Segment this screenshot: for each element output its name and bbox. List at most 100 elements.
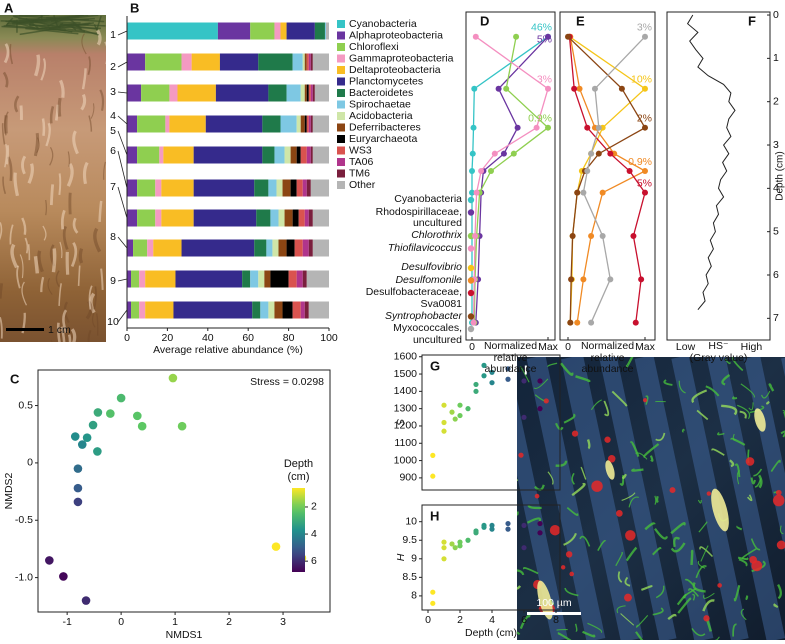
row-connector: [117, 278, 128, 282]
micro-filament: [652, 607, 664, 616]
micro-filament: [745, 595, 749, 600]
panel-frame: [666, 11, 771, 341]
micro-filament: [563, 413, 576, 424]
panel-frame: [465, 11, 556, 341]
legend-swatch: [337, 169, 345, 178]
row-label: 7: [110, 181, 116, 193]
bar-segment: [127, 22, 218, 40]
photo-streak: [57, 97, 62, 117]
micro-filament: [777, 584, 782, 600]
micro-filament: [645, 395, 649, 405]
bar-segment: [127, 115, 138, 133]
scatter-point: [505, 376, 511, 382]
micro-filament: [768, 383, 775, 392]
y-tick-label: 7: [773, 312, 779, 324]
bar-segment: [191, 53, 220, 71]
x-tick-label: 0: [565, 341, 571, 353]
panel-label: G: [430, 358, 440, 373]
panel-label: H: [430, 508, 439, 523]
micro-filament: [780, 430, 785, 438]
bar-segment: [155, 209, 162, 227]
bar-segment: [312, 239, 329, 257]
profile-point: [569, 233, 576, 240]
micro-filament: [681, 428, 685, 433]
y-tick-label: 1100: [394, 437, 417, 449]
scatter-point: [73, 464, 83, 473]
micro-filament: [625, 357, 634, 368]
micro-streak: [526, 357, 606, 640]
scatter-point: [465, 406, 471, 412]
colorbar-tick-label: 6: [311, 555, 317, 567]
scatter-point: [73, 483, 83, 493]
profile-point: [588, 233, 595, 240]
bar-segment: [292, 301, 301, 319]
photo-moss: [5, 20, 86, 33]
scatter-point: [457, 412, 463, 419]
micro-cell: [560, 565, 566, 570]
scatter-point: [473, 530, 479, 536]
micro-cell: [775, 489, 782, 496]
bar-segment: [169, 115, 206, 133]
micrograph: [517, 357, 785, 640]
micro-filament: [571, 482, 586, 497]
photo-moss: [8, 18, 40, 22]
y-tick-label: 8: [411, 590, 417, 602]
x-tick-label: 40: [202, 332, 214, 344]
bar-segment: [127, 239, 134, 257]
micro-filament: [655, 585, 665, 599]
max-label: 5%: [637, 177, 652, 189]
y-tick-label: 1000: [394, 454, 418, 466]
bar-segment: [310, 84, 313, 102]
micro-filament: [734, 463, 741, 478]
bar-segment: [274, 301, 283, 319]
x-tick-label: 0: [469, 341, 475, 353]
profile-point: [576, 85, 583, 92]
scatter-point: [521, 545, 527, 551]
bar-segment: [137, 146, 160, 164]
micro-cell: [604, 436, 611, 443]
photo-streak: [33, 132, 40, 157]
photo-streak: [89, 292, 96, 314]
profile-point: [574, 319, 581, 326]
bar-segment: [286, 22, 315, 40]
photo-streak: [58, 283, 62, 306]
photo-streak: [72, 130, 79, 155]
bar-segment: [302, 239, 309, 257]
scatter-point: [271, 542, 281, 551]
micro-cell: [571, 430, 579, 437]
photo-streak: [88, 285, 93, 310]
scatter-point: [537, 530, 543, 536]
micro-filament: [766, 400, 770, 405]
micro-filament: [603, 400, 610, 417]
y-tick-label: 9.5: [402, 534, 417, 546]
micro-filament: [758, 474, 763, 489]
colorbar: [292, 488, 305, 572]
bar-segment: [205, 115, 263, 133]
micro-filament: [644, 522, 656, 531]
bar-segment: [314, 84, 329, 102]
micro-filament: [697, 499, 702, 504]
row-connector: [117, 130, 128, 156]
y-axis-label: NMDS2: [3, 472, 15, 509]
max-label: 10%: [631, 73, 652, 85]
bar-segment: [308, 301, 329, 319]
photo-streak: [9, 224, 14, 245]
panel-frame: [559, 11, 656, 341]
profile-point: [591, 85, 598, 92]
micro-filament: [715, 636, 720, 640]
photo-streak: [45, 199, 47, 216]
micro-filament: [750, 477, 756, 485]
micro-filament: [687, 588, 699, 597]
x-tick-label: 60: [242, 332, 254, 344]
scatter-point: [457, 539, 463, 545]
scatter-point: [430, 589, 436, 595]
profile-point: [599, 189, 606, 196]
bar-segment: [252, 301, 261, 319]
photo-streak: [10, 243, 19, 269]
micro-filament: [736, 525, 743, 531]
micro-filament: [673, 536, 681, 548]
photo-streak: [42, 225, 47, 241]
bar-segment: [290, 179, 297, 197]
photo-streak: [40, 276, 45, 293]
micro-filament: [556, 628, 568, 631]
